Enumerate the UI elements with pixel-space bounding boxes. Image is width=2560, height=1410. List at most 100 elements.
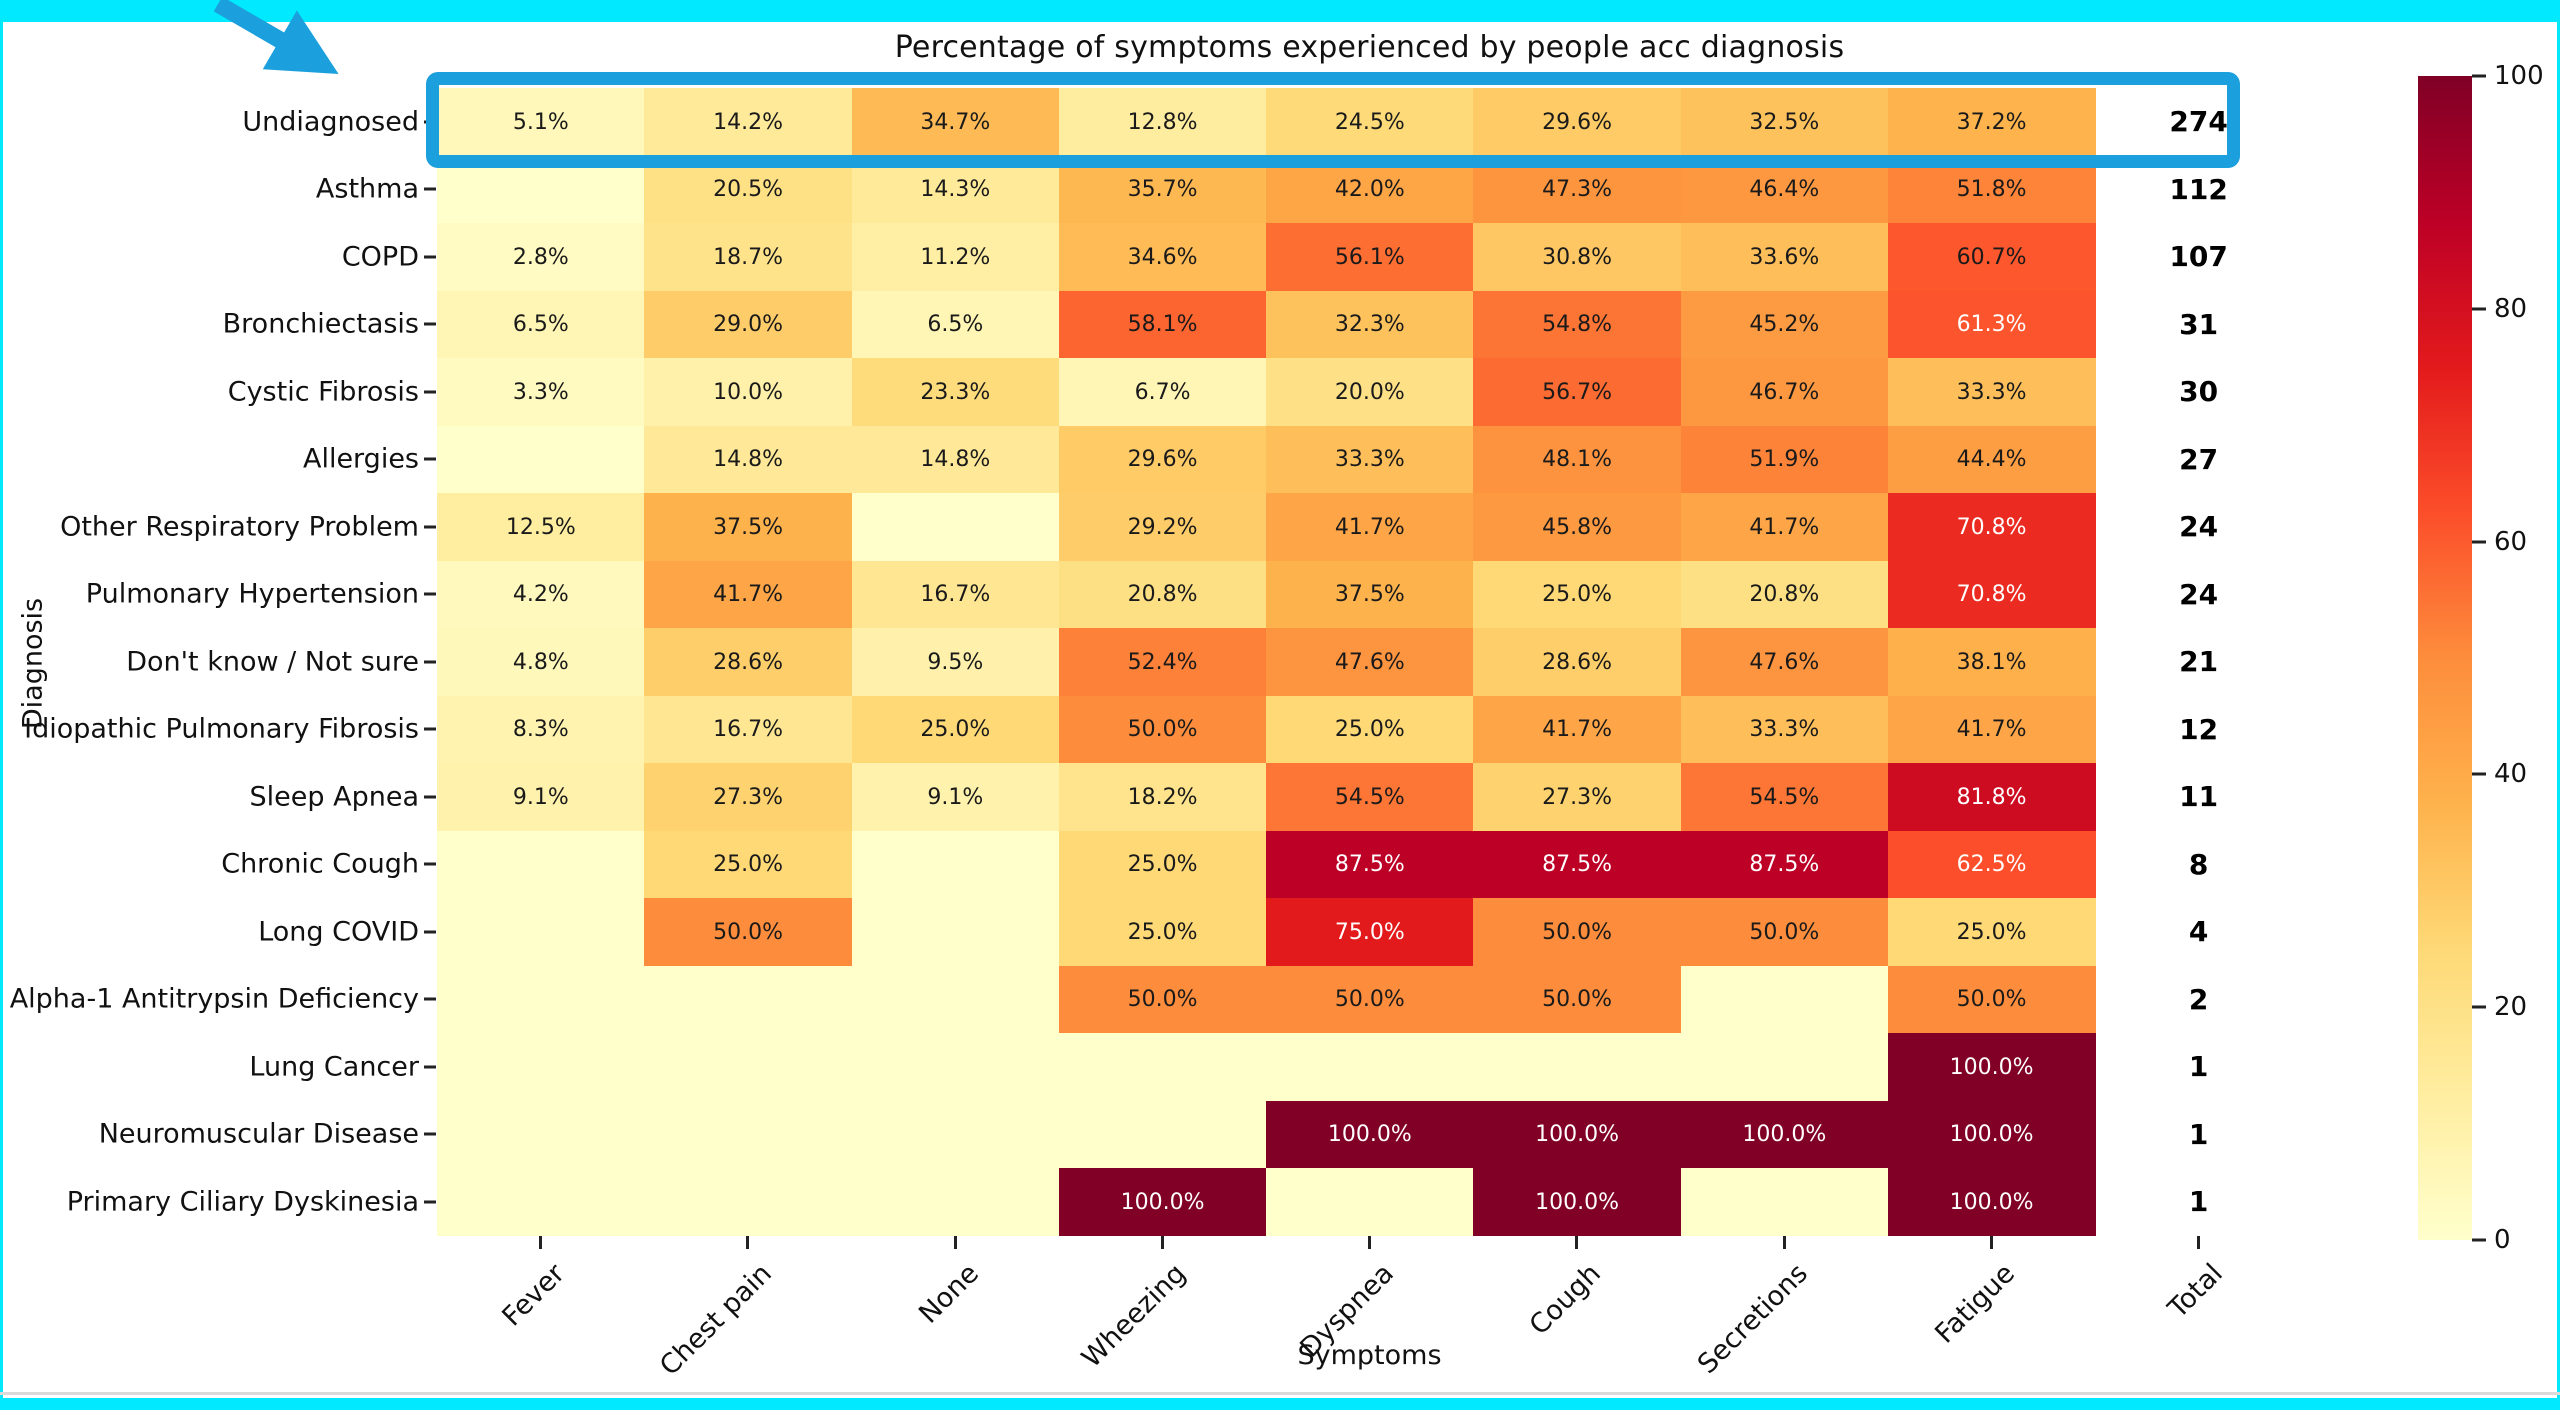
heatmap-cell <box>851 1100 1060 1169</box>
heatmap-cell <box>851 493 1060 561</box>
heatmap-cell: 100.0% <box>1058 1168 1267 1236</box>
x-tick-mark <box>1782 1235 1786 1249</box>
colorbar-tick-mark <box>2472 540 2486 544</box>
heatmap-cell <box>1680 1033 1889 1101</box>
total-value: 4 <box>2188 915 2209 949</box>
heatmap-cell <box>437 1100 645 1169</box>
x-tick-mark <box>2197 1235 2201 1249</box>
heatmap-cell <box>437 965 645 1034</box>
heatmap-cell: 47.6% <box>1680 628 1889 696</box>
x-tick-mark <box>1575 1235 1579 1249</box>
row-label: Asthma <box>315 173 419 205</box>
heatmap-cell <box>851 1033 1060 1101</box>
row-label: Don't know / Not sure <box>126 646 419 678</box>
heatmap-cell: 30.8% <box>1473 223 1681 291</box>
heatmap-cell: 54.5% <box>1266 763 1474 831</box>
total-value: 112 <box>2169 172 2228 206</box>
heatmap-cell: 29.0% <box>644 290 852 359</box>
heatmap-cell: 24.5% <box>1266 88 1474 156</box>
heatmap-cell: 34.6% <box>1058 223 1267 291</box>
colorbar-tick-mark <box>2472 74 2486 78</box>
heatmap-cell <box>851 965 1060 1034</box>
capture-border-bottom <box>0 1398 2560 1410</box>
heatmap-cell: 37.5% <box>644 493 852 561</box>
x-tick-mark <box>539 1235 543 1249</box>
heatmap-cell <box>437 830 645 899</box>
heatmap-cell: 28.6% <box>644 628 852 696</box>
heatmap-cell: 8.3% <box>437 695 645 764</box>
row-label: Allergies <box>302 443 419 475</box>
heatmap-cell: 23.3% <box>851 358 1060 426</box>
highlight-arrow-icon <box>213 0 339 74</box>
heatmap-cell <box>1680 1168 1889 1236</box>
row-label: COPD <box>341 241 419 273</box>
heatmap-cell: 37.2% <box>1887 88 2096 156</box>
window-bottom-divider <box>0 1392 2560 1395</box>
heatmap-cell: 6.7% <box>1058 358 1267 426</box>
heatmap-cell: 9.1% <box>851 763 1060 831</box>
heatmap-cell: 41.7% <box>1473 695 1681 764</box>
heatmap-cell <box>1266 1168 1474 1236</box>
heatmap-cell: 50.0% <box>1473 965 1681 1034</box>
chart-title: Percentage of symptoms experienced by pe… <box>894 30 1845 65</box>
heatmap-cell: 81.8% <box>1887 763 2096 831</box>
heatmap-cell: 41.7% <box>1887 695 2096 764</box>
total-value: 31 <box>2179 307 2219 341</box>
row-label: Alpha-1 Antitrypsin Deficiency <box>9 983 419 1015</box>
y-tick-mark <box>424 525 436 529</box>
heatmap-cell <box>1473 1033 1681 1101</box>
heatmap-cell: 18.7% <box>644 223 852 291</box>
heatmap-cell: 4.2% <box>437 560 645 629</box>
heatmap-cell: 41.7% <box>644 560 852 629</box>
heatmap-cell: 20.8% <box>1680 560 1889 629</box>
row-label: Pulmonary Hypertension <box>85 578 419 610</box>
heatmap-cell: 6.5% <box>437 290 645 359</box>
heatmap-cell: 41.7% <box>1680 493 1889 561</box>
heatmap-cell: 29.6% <box>1473 88 1681 156</box>
total-value: 11 <box>2179 780 2219 814</box>
y-tick-mark <box>424 1132 436 1136</box>
highlighted-row-rectangle <box>426 72 2240 168</box>
heatmap-cell: 45.2% <box>1680 290 1889 359</box>
row-label: Primary Ciliary Dyskinesia <box>66 1186 419 1218</box>
colorbar-tick-label: 80 <box>2494 293 2528 324</box>
capture-border-top <box>0 0 2560 22</box>
heatmap-cell: 70.8% <box>1887 560 2096 629</box>
total-value: 24 <box>2179 577 2219 611</box>
heatmap-cell: 50.0% <box>1680 898 1889 966</box>
heatmap-cell: 25.0% <box>1473 560 1681 629</box>
heatmap-cell: 100.0% <box>1887 1033 2096 1101</box>
colorbar-tick-mark <box>2472 307 2486 311</box>
heatmap-cell: 37.5% <box>1266 560 1474 629</box>
heatmap-cell: 100.0% <box>1473 1168 1681 1236</box>
heatmap-cell: 100.0% <box>1473 1100 1681 1169</box>
y-tick-mark <box>424 660 436 664</box>
heatmap-cell: 50.0% <box>1058 695 1267 764</box>
x-tick-mark <box>1160 1235 1164 1249</box>
heatmap-cell: 16.7% <box>644 695 852 764</box>
heatmap-cell: 33.3% <box>1680 695 1889 764</box>
heatmap-cell <box>437 1168 645 1236</box>
x-axis-label: Symptoms <box>1297 1340 1442 1371</box>
heatmap-cell: 4.8% <box>437 628 645 696</box>
row-label: Other Respiratory Problem <box>60 511 419 543</box>
heatmap-cell: 48.1% <box>1473 425 1681 494</box>
total-value: 24 <box>2179 510 2219 544</box>
heatmap-cell: 14.8% <box>644 425 852 494</box>
heatmap-cell: 25.0% <box>1058 830 1267 899</box>
colorbar-tick-mark <box>2472 1005 2486 1009</box>
heatmap-cell: 28.6% <box>1473 628 1681 696</box>
heatmap-cell: 50.0% <box>1887 965 2096 1034</box>
total-value: 274 <box>2169 105 2228 139</box>
column-label: Fever <box>496 1257 571 1333</box>
heatmap-cell: 50.0% <box>1058 965 1267 1034</box>
x-tick-mark <box>1368 1235 1372 1249</box>
colorbar-tick-label: 40 <box>2494 759 2528 790</box>
heatmap-cell: 52.4% <box>1058 628 1267 696</box>
total-value: 107 <box>2169 240 2228 274</box>
column-label: Fatigue <box>1929 1257 2022 1350</box>
heatmap-cell: 56.1% <box>1266 223 1474 291</box>
heatmap-cell: 14.8% <box>851 425 1060 494</box>
row-label: Lung Cancer <box>249 1051 419 1083</box>
heatmap-cell: 27.3% <box>644 763 852 831</box>
